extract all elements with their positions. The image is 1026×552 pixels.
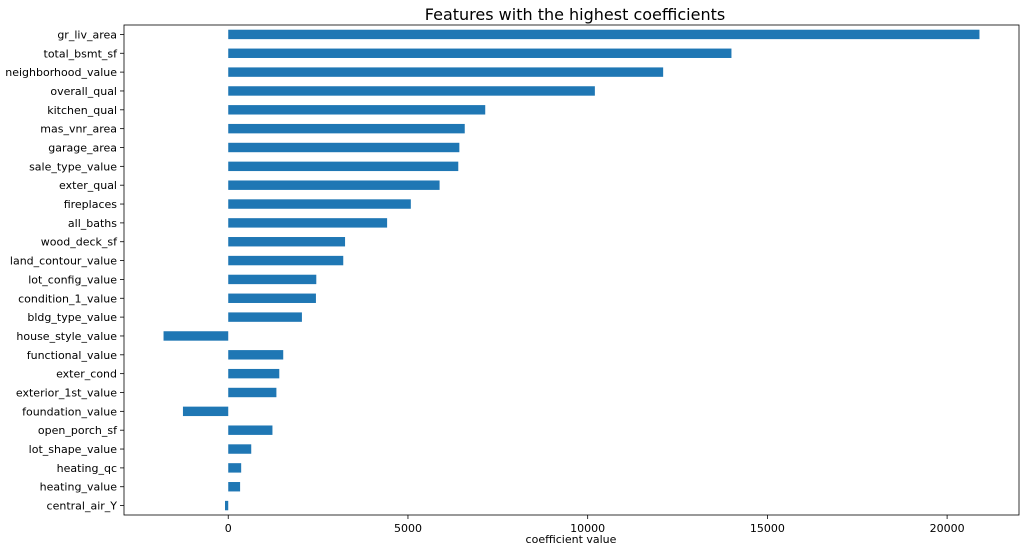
bar-open_porch_sf: [228, 425, 273, 435]
bar-all_baths: [228, 218, 388, 228]
x-tick-label: 0: [225, 522, 232, 535]
y-tick-label: open_porch_sf: [38, 424, 118, 437]
bar-garage_area: [228, 142, 460, 153]
x-axis-ticks: 0 5000 10000 15000 20000: [225, 515, 965, 535]
bar-foundation_value: [182, 406, 229, 417]
bar-overall_qual: [228, 86, 595, 96]
y-tick-label: condition_1_value: [18, 292, 117, 305]
bar-house_style_value: [163, 331, 229, 341]
y-axis-ticks: gr_liv_area total_bsmt_sf neighborhood_val…: [5, 28, 124, 513]
bar-functional_value: [228, 350, 284, 360]
y-tick-label: gr_liv_area: [57, 28, 117, 41]
x-tick-label: 10000: [570, 522, 605, 535]
y-tick-label: total_bsmt_sf: [44, 47, 119, 60]
y-tick-label: mas_vnr_area: [40, 123, 117, 136]
bar-mas_vnr_area: [228, 123, 465, 134]
bar-exter_cond: [228, 368, 280, 379]
bar-sale_type_value: [228, 161, 459, 172]
bar-heating_value: [228, 482, 241, 492]
x-tick-label: 15000: [750, 522, 785, 535]
bar-lot_shape_value: [228, 444, 252, 454]
bar-total_bsmt_sf: [228, 48, 732, 58]
bar-bldg_type_value: [228, 312, 302, 322]
y-tick-label: lot_config_value: [28, 273, 117, 286]
bar-lot_config_value: [228, 274, 317, 285]
bar-neighborhood_value: [228, 67, 664, 77]
bar-exter_qual: [228, 180, 440, 190]
bar-wood_deck_sf: [228, 237, 346, 247]
x-axis-label: coefficient value: [526, 533, 617, 546]
bar-exterior_1st_value: [228, 387, 277, 398]
y-tick-label: all_baths: [68, 217, 117, 230]
bar-land_contour_value: [228, 255, 344, 266]
bar-condition_1_value: [228, 293, 316, 303]
y-tick-label: central_air_Y: [47, 500, 118, 513]
y-tick-label: land_contour_value: [10, 255, 117, 268]
y-tick-label: foundation_value: [22, 405, 117, 418]
y-tick-label: wood_deck_sf: [41, 236, 118, 249]
bar-heating_qc: [228, 463, 242, 473]
bars-group: [163, 29, 980, 511]
y-tick-label: heating_qc: [57, 462, 117, 475]
y-tick-label: fireplaces: [64, 198, 118, 211]
bar-fireplaces: [228, 199, 411, 209]
y-tick-label: lot_shape_value: [29, 443, 118, 456]
bar-kitchen_qual: [228, 105, 486, 115]
y-tick-label: bldg_type_value: [27, 311, 117, 324]
y-tick-label: garage_area: [48, 142, 117, 155]
bar-central_air_Y: [225, 500, 229, 511]
plot-frame: [123, 24, 1020, 516]
y-tick-label: exter_qual: [59, 179, 117, 192]
bar-gr_liv_area: [228, 29, 980, 40]
y-tick-label: kitchen_qual: [47, 104, 117, 117]
y-tick-label: overall_qual: [50, 85, 117, 98]
y-tick-label: heating_value: [40, 481, 118, 494]
y-tick-label: exterior_1st_value: [16, 387, 117, 400]
y-tick-label: exter_cond: [56, 368, 117, 381]
x-tick-label: 5000: [394, 522, 422, 535]
y-tick-label: sale_type_value: [29, 160, 117, 173]
y-tick-label: neighborhood_value: [5, 66, 117, 79]
x-tick-label: 20000: [930, 522, 965, 535]
y-tick-label: house_style_value: [16, 330, 117, 343]
chart-title: Features with the highest coefficients: [425, 5, 725, 24]
y-tick-label: functional_value: [27, 349, 118, 362]
